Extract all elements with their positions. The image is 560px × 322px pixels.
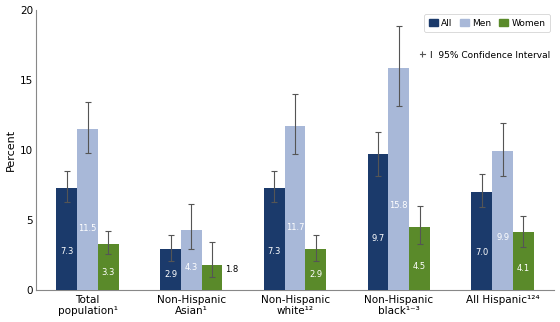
Text: 3.3: 3.3 [102, 268, 115, 277]
Bar [368, 154, 389, 290]
Bar [264, 188, 284, 290]
Text: 11.5: 11.5 [78, 224, 97, 233]
Bar [98, 244, 119, 290]
Bar [160, 249, 181, 290]
Text: 4.3: 4.3 [185, 262, 198, 271]
Bar [202, 265, 222, 290]
Bar [409, 227, 430, 290]
Text: 9.9: 9.9 [496, 233, 509, 242]
Bar [492, 151, 513, 290]
Text: 1.8: 1.8 [226, 265, 239, 274]
Text: 2.9: 2.9 [309, 270, 323, 279]
Text: 4.1: 4.1 [517, 264, 530, 273]
Text: 7.0: 7.0 [475, 248, 488, 257]
Text: 11.7: 11.7 [286, 223, 304, 232]
Text: 15.8: 15.8 [390, 201, 408, 210]
Bar [513, 232, 534, 290]
Text: 9.7: 9.7 [371, 234, 385, 243]
Bar [57, 188, 77, 290]
Bar [389, 69, 409, 290]
Bar [305, 249, 326, 290]
Bar [284, 126, 305, 290]
Text: 7.3: 7.3 [268, 247, 281, 256]
Legend: I  95% Confidence Interval: I 95% Confidence Interval [420, 51, 550, 60]
Text: 4.5: 4.5 [413, 261, 426, 270]
Bar [472, 192, 492, 290]
Text: 7.3: 7.3 [60, 247, 73, 256]
Y-axis label: Percent: Percent [6, 129, 16, 171]
Text: 2.9: 2.9 [164, 270, 177, 279]
Bar [77, 129, 98, 290]
Bar [181, 230, 202, 290]
